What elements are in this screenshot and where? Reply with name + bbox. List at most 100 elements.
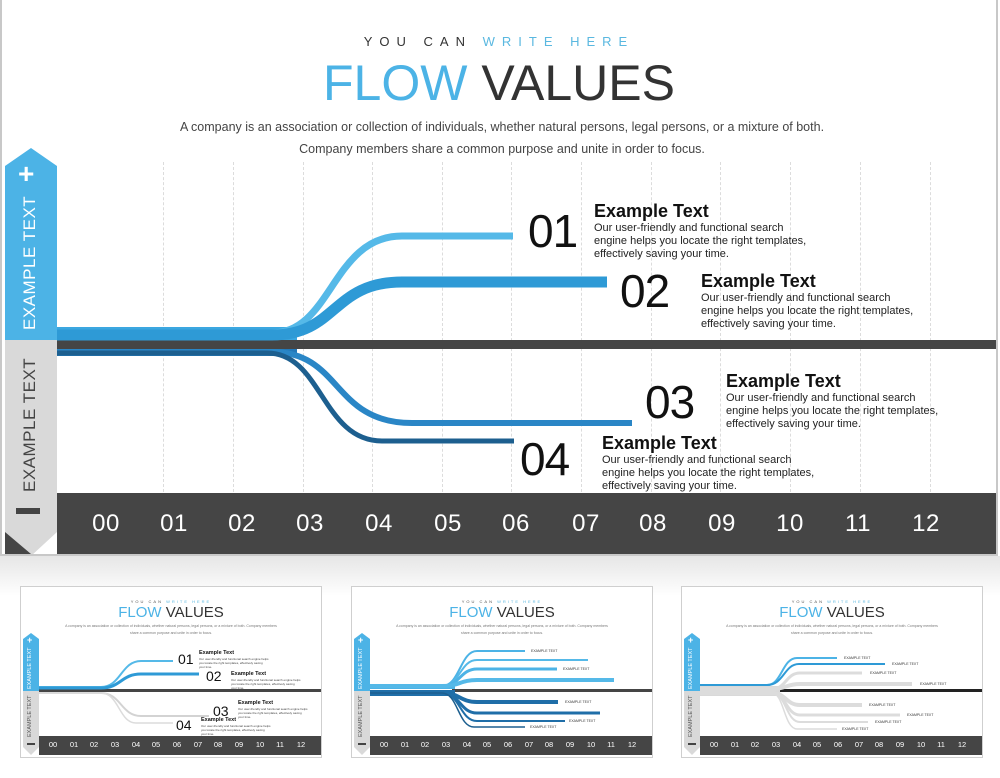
thumb-description: A company is an association or collectio…: [65, 624, 277, 635]
thumb-description: A company is an association or collectio…: [726, 624, 938, 635]
flow-line-04: [57, 350, 514, 444]
axis-tick: 09: [708, 510, 736, 537]
thumb-callout-body: Our user-friendly and functional search …: [238, 707, 308, 719]
thumb-flow-lines: [370, 650, 652, 728]
grid-line: [581, 162, 582, 492]
timeline-axis: [57, 493, 996, 554]
thumb-tick: 01: [400, 740, 410, 749]
thumb-flow-label: EXAMPLE TEXT: [870, 671, 897, 675]
callout-body: Our user-friendly and functional search …: [701, 292, 914, 330]
thumb-tick: 10: [586, 740, 596, 749]
thumb-flow-label: EXAMPLE TEXT: [920, 682, 947, 686]
thumb-flow-label: EXAMPLE TEXT: [869, 703, 896, 707]
thumb-flow-label: EXAMPLE TEXT: [565, 700, 592, 704]
plus-icon: +: [18, 158, 35, 189]
thumb-tick: 05: [812, 740, 822, 749]
grid-line: [790, 162, 791, 492]
callout-number: 02: [620, 265, 670, 317]
thumb-flow-label: EXAMPLE TEXT: [563, 667, 590, 671]
callout-number: 04: [520, 433, 570, 485]
thumb-side-label: EXAMPLE TEXT: [688, 695, 694, 737]
thumb-flow-label: EXAMPLE TEXT: [531, 649, 558, 653]
thumb-callout-number: 01: [178, 651, 194, 667]
thumbnail-variant-1[interactable]: YOU CAN WRITE HERE FLOW VALUES A company…: [20, 586, 322, 758]
thumbnail-variant-2[interactable]: YOU CAN WRITE HERE FLOW VALUES A company…: [351, 586, 653, 758]
thumb-flow-label: EXAMPLE TEXT: [844, 656, 871, 660]
thumb-tick: 01: [69, 740, 79, 749]
thumb-side-label: EXAMPLE TEXT: [27, 695, 33, 737]
axis-tick: 10: [776, 510, 804, 537]
axis-tick: 11: [845, 510, 871, 537]
thumb-tick: 09: [895, 740, 905, 749]
axis-tick: 00: [92, 510, 120, 537]
thumb-tick: 03: [771, 740, 781, 749]
flow-lines: [57, 232, 996, 444]
callout-title: Example Text: [701, 271, 816, 291]
sidebar-decrease-section: [5, 340, 57, 554]
grid-line: [860, 162, 861, 492]
thumb-tick: 07: [854, 740, 864, 749]
sidebar-top-label: EXAMPLE TEXT: [20, 195, 39, 330]
thumb-sidebar-top: [684, 633, 700, 691]
thumbnail-variant-3[interactable]: YOU CAN WRITE HERE FLOW VALUES A company…: [681, 586, 983, 758]
thumb-tick: 03: [110, 740, 120, 749]
minus-icon: [358, 743, 366, 745]
thumb-tick: 09: [234, 740, 244, 749]
thumb-flow-label: EXAMPLE TEXT: [907, 713, 934, 717]
thumb-sidebar-top: [354, 633, 370, 691]
eyebrow-highlight: WRITE HERE: [482, 34, 635, 49]
title-highlight: FLOW: [323, 55, 468, 111]
thumb-tick: 12: [296, 740, 306, 749]
thumb-tick: 04: [131, 740, 141, 749]
thumb-tick: 08: [213, 740, 223, 749]
sidebar-increase-section: [5, 148, 57, 340]
flow-line-02: [57, 276, 607, 341]
minus-icon: [27, 743, 35, 745]
thumb-callout-body: Our user-friendly and functional search …: [201, 724, 271, 736]
thumb-side-label: EXAMPLE TEXT: [27, 647, 33, 689]
thumb-tick: 07: [193, 740, 203, 749]
thumb-title: FLOW VALUES: [118, 604, 224, 621]
thumb-title: FLOW VALUES: [449, 604, 555, 621]
callout-title: Example Text: [602, 433, 717, 453]
thumb-tick: 00: [379, 740, 389, 749]
thumb-description: A company is an association or collectio…: [396, 624, 608, 635]
plus-icon: +: [688, 635, 694, 645]
thumb-callout-number: 02: [206, 668, 222, 684]
thumb-callout-title: Example Text: [231, 671, 267, 677]
eyebrow-text: YOU CAN: [363, 34, 472, 49]
axis-tick: 07: [572, 510, 600, 537]
minus-icon: [688, 743, 696, 745]
divider-bar: [57, 340, 996, 349]
slide-title: FLOW VALUES: [2, 54, 996, 112]
thumb-tick: 06: [503, 740, 513, 749]
thumb-tick: 02: [89, 740, 99, 749]
axis-tick: 12: [912, 510, 940, 537]
thumb-flow-lines: [700, 657, 982, 730]
thumb-callout-number: 03: [213, 703, 229, 719]
main-slide[interactable]: YOU CAN WRITE HERE FLOW VALUES A company…: [0, 0, 998, 556]
plus-icon: +: [27, 635, 33, 645]
minus-icon: [16, 508, 40, 514]
thumb-tick: 08: [874, 740, 884, 749]
thumb-callout-body: Our user-friendly and functional search …: [199, 657, 269, 669]
thumb-eyebrow: YOU CAN WRITE HERE: [130, 599, 212, 604]
thumb-tick: 04: [792, 740, 802, 749]
thumb-sidebar-bottom: [684, 691, 700, 755]
thumb-flow-lines: [39, 660, 321, 724]
thumb-tick: 10: [255, 740, 265, 749]
thumb-tick: 05: [482, 740, 492, 749]
thumb-tick: 07: [524, 740, 534, 749]
thumb-tick: 05: [151, 740, 161, 749]
thumb-tick: 09: [565, 740, 575, 749]
callout-title: Example Text: [594, 201, 709, 221]
callout-body: Our user-friendly and functional search …: [594, 222, 807, 260]
thumb-callout-title: Example Text: [238, 700, 274, 706]
thumb-tick: 08: [544, 740, 554, 749]
thumb-title: FLOW VALUES: [779, 604, 885, 621]
thumb-flow-label: EXAMPLE TEXT: [892, 662, 919, 666]
plus-icon: +: [358, 635, 364, 645]
thumb-callout-number: 04: [176, 717, 192, 733]
title-text: VALUES: [481, 55, 675, 111]
callout-body: Our user-friendly and functional search …: [602, 454, 815, 492]
